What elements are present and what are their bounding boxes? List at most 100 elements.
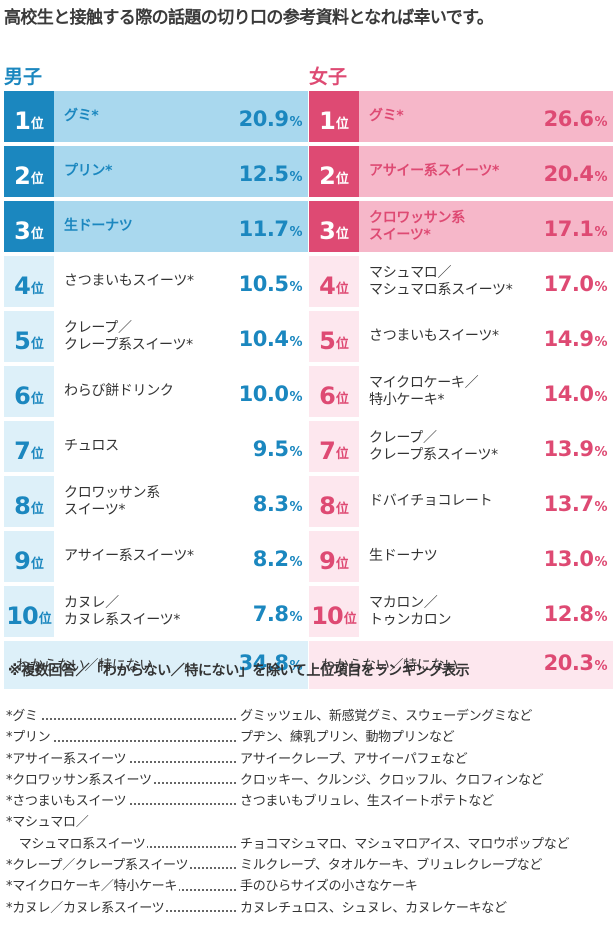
item-value: 7.8% [253, 603, 303, 629]
item-value: 10.0% [238, 382, 303, 409]
item-value: 13.0% [544, 548, 608, 574]
ranking-row: 9 位アサイー系スイーツ* 8.2% [4, 531, 308, 582]
item-value-number: 12.5 [238, 162, 289, 186]
ranking-row: 1 位グミ* 26.6% [309, 91, 613, 142]
ranking-row: 3 位クロワッサン系 スイーツ* 17.1% [309, 201, 613, 252]
definition-item: *さつまいもスイーツ さつまいもブリュレ、生スイートポテトなど [6, 791, 611, 812]
definition-term: *プリン [6, 730, 53, 746]
percent-sign: % [289, 170, 302, 185]
girls-ranking-list: 1 位グミ* 26.6% 2 位アサイー系スイーツ* 20.4% 3 位クロワッサン系 スイー… [309, 91, 613, 637]
boys-ranking-list: 1 位グミ* 20.9% 2 位プリン* 12.5% 3 位生ドーナツ 11.7% 4 位さつまいも… [4, 91, 308, 637]
percent-sign: % [289, 555, 302, 570]
item-value-number: 14.0 [543, 382, 594, 406]
item-value-number: 13.7 [543, 492, 594, 516]
item-value-number: 10.0 [238, 382, 289, 406]
girls-ranking-panel: 女子 1 位グミ* 26.6% 2 位アサイー系スイーツ* 20.4% 3 位クロワッサン系 … [309, 64, 613, 689]
rank-number: 3 [319, 217, 336, 245]
definition-term: *アサイー系スイーツ [6, 751, 129, 767]
definition-examples: 手のひらサイズの小さなケーキ [240, 879, 418, 895]
percent-sign: % [594, 445, 607, 460]
percent-sign: % [594, 390, 607, 405]
definition-examples: プヂン、練乳プリン、動物プリンなど [240, 730, 455, 746]
rank-number: 6 [14, 382, 31, 410]
item-value: 12.8% [543, 602, 608, 629]
percent-sign: % [289, 390, 302, 405]
percent-sign: % [594, 170, 607, 185]
item-label: クレープ／ クレープ系スイーツ* [359, 421, 613, 472]
rank-number: 7 [319, 437, 336, 465]
item-value-number: 9.5 [252, 437, 289, 461]
definition-term-cell: *さつまいもスイーツ [6, 791, 240, 812]
definition-term-cell: *アサイー系スイーツ [6, 749, 240, 770]
item-value-number: 12.8 [543, 602, 594, 626]
item-label: カヌレ／ カヌレ系スイーツ* [54, 586, 308, 637]
definition-term-cell: *プリン [6, 727, 240, 748]
definition-examples: チョコマシュマロ、マシュマロアイス、マロウポップなど [240, 836, 570, 852]
ranking-row: 7 位チュロス 9.5% [4, 421, 308, 472]
rank-suffix: 位 [335, 337, 349, 352]
item-value: 8.3% [253, 493, 303, 519]
ranking-row: 6 位マイクロケーキ／ 特小ケーキ* 14.0% [309, 366, 613, 417]
item-value: 12.5% [238, 162, 303, 189]
rank-number: 8 [14, 492, 31, 520]
item-label: マシュマロ／ マシュマロ系スイーツ* [359, 256, 613, 307]
percent-sign: % [289, 659, 302, 674]
rank-suffix: 位 [30, 117, 44, 132]
item-value-number: 13.9 [543, 437, 594, 461]
rank-number: 3 [14, 217, 31, 245]
item-value: 13.7% [543, 492, 608, 519]
boys-ranking-panel: 男子 1 位グミ* 20.9% 2 位プリン* 12.5% 3 位生ドーナツ 11.7% 4 位さつ… [4, 64, 308, 689]
item-label: クレープ／ クレープ系スイーツ* [54, 311, 308, 362]
definition-term-cell: *マイクロケーキ／特小ケーキ [6, 876, 240, 897]
item-label: 生ドーナツ [359, 531, 613, 582]
ranking-row: 3 位生ドーナツ 11.7% [4, 201, 308, 252]
item-value: 13.9% [543, 437, 608, 464]
boys-title: 男子 [4, 66, 43, 88]
item-label: 生ドーナツ [64, 218, 133, 234]
ranking-row: 4 位マシュマロ／ マシュマロ系スイーツ* 17.0% [309, 256, 613, 307]
ranking-row: 2 位アサイー系スイーツ* 20.4% [309, 146, 613, 197]
percent-sign: % [289, 225, 302, 240]
definition-item: *クレープ／クレープ系スイーツ ミルクレープ、タオルケーキ、ブリュレクレープなど [6, 855, 611, 876]
rank-suffix: 位 [30, 172, 44, 187]
page-title: 高校生と接触する際の話題の切り口の参考資料となれば幸いです。 [4, 8, 494, 28]
percent-sign: % [594, 555, 607, 570]
item-label: わらび餅ドリンク [54, 366, 308, 417]
item-label: さつまいもスイーツ* [54, 256, 308, 307]
item-label: ドバイチョコレート [359, 476, 613, 527]
leader-dots [6, 718, 236, 721]
item-value-number: 17.0 [543, 272, 594, 296]
rank-suffix: 位 [38, 612, 52, 627]
boys-other-value: 34.8 [238, 651, 289, 675]
definition-examples: クロッキー、クルンジ、クロッフル、クロフィンなど [240, 772, 544, 788]
definition-term: *グミ [6, 709, 40, 724]
rank-number: 6 [319, 382, 336, 410]
rank-number: 10 [6, 602, 38, 630]
ranking-row: 7 位クレープ／ クレープ系スイーツ* 13.9% [309, 421, 613, 472]
item-label: クロワッサン系 スイーツ* [369, 209, 465, 243]
item-label: アサイー系スイーツ* [369, 163, 500, 179]
percent-sign: % [289, 335, 302, 350]
percent-sign: % [594, 225, 607, 240]
definition-term-cell: *カヌレ／カヌレ系スイーツ [6, 898, 240, 919]
item-label: アサイー系スイーツ* [54, 531, 308, 582]
rank-suffix: 位 [30, 227, 44, 242]
item-label: チュロス [54, 421, 308, 472]
item-value-number: 10.5 [238, 272, 289, 296]
rank-number: 5 [14, 327, 31, 355]
definition-term: マシュマロ系スイーツ [6, 836, 148, 852]
item-label: グミ* [64, 108, 99, 124]
girls-other-row: わからない／特にない 20.3% [309, 641, 613, 689]
rank-suffix: 位 [335, 392, 349, 407]
definition-item: *カヌレ／カヌレ系スイーツ カヌレチュロス、シュヌレ、カヌレケーキなど [6, 898, 611, 919]
item-value: 10.5% [238, 272, 303, 299]
rank-number: 2 [319, 162, 336, 190]
